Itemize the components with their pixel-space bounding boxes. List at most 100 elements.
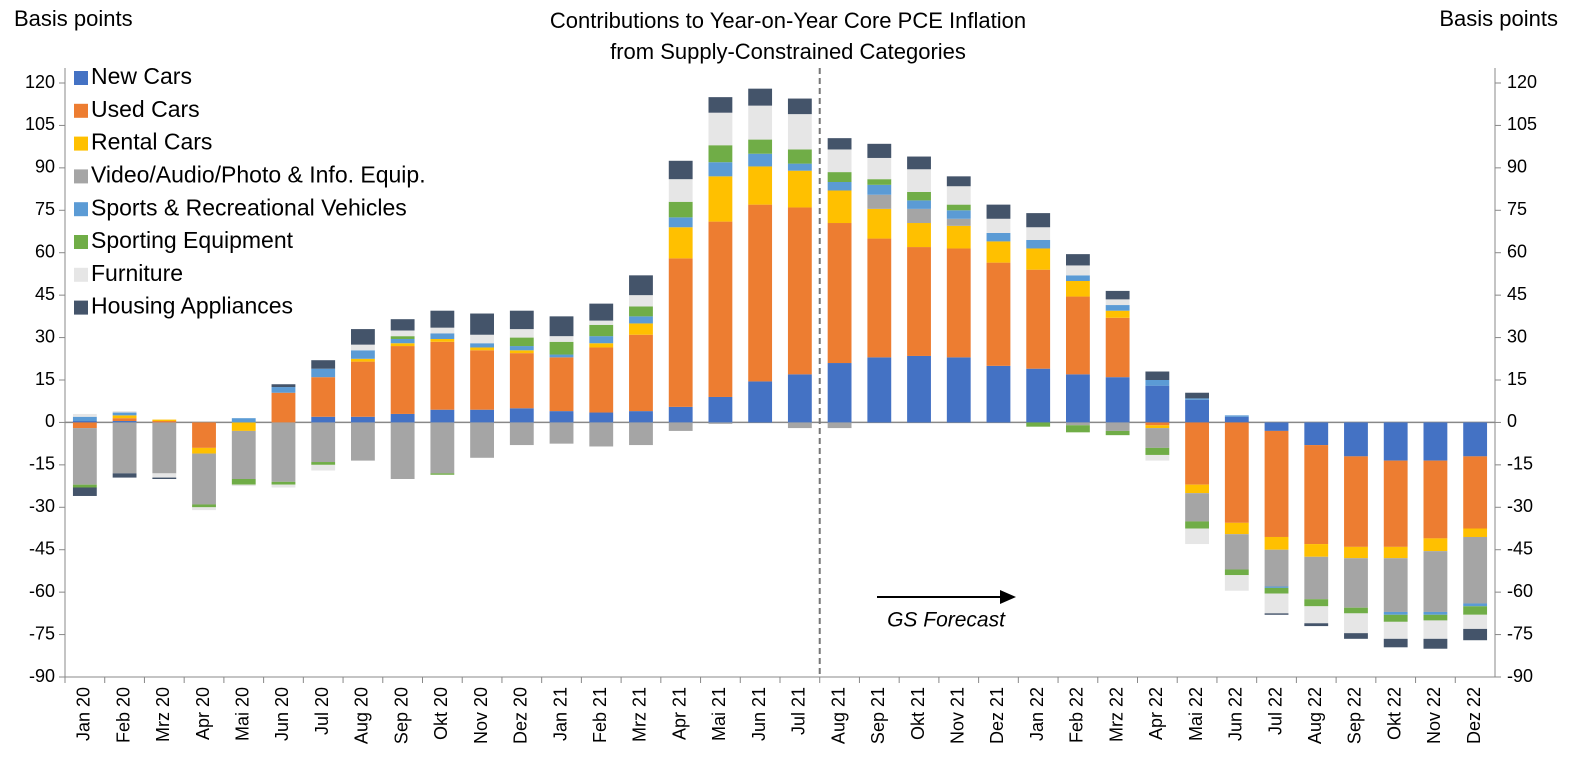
bar-segment bbox=[1304, 544, 1329, 557]
bar-segment bbox=[1026, 239, 1051, 249]
legend-swatch bbox=[74, 202, 88, 217]
bar-segment bbox=[430, 473, 455, 475]
x-tick-label: Dez 20 bbox=[511, 687, 531, 744]
bar-segment bbox=[1026, 368, 1051, 423]
bar-segment bbox=[1105, 299, 1130, 306]
y2-tick-label: 60 bbox=[1507, 241, 1527, 261]
bar-segment bbox=[827, 363, 852, 423]
bar-segment bbox=[470, 343, 494, 348]
bar-segment bbox=[72, 484, 97, 488]
bar-segment bbox=[668, 406, 693, 423]
chart-title: Contributions to Year-on-Year Core PCE I… bbox=[550, 8, 1026, 33]
x-tick-label: Jul 22 bbox=[1265, 687, 1285, 735]
x-tick-label: Mai 21 bbox=[709, 687, 729, 741]
x-tick-label: Feb 22 bbox=[1067, 687, 1087, 743]
bar-segment bbox=[1383, 611, 1408, 615]
bar-segment bbox=[787, 98, 812, 115]
y-tick-label: -15 bbox=[29, 454, 55, 474]
legend-label: Furniture bbox=[91, 260, 183, 286]
bar-segment bbox=[668, 227, 693, 259]
bar-segment bbox=[549, 341, 574, 355]
x-tick-label: Okt 20 bbox=[431, 687, 451, 740]
bar-segment bbox=[1185, 521, 1209, 529]
x-tick-label: Feb 20 bbox=[113, 687, 133, 743]
bar-segment bbox=[72, 487, 97, 496]
bar-segment bbox=[629, 323, 653, 335]
bar-segment bbox=[152, 421, 177, 423]
bar-segment bbox=[390, 336, 415, 339]
bar-segment bbox=[470, 409, 494, 423]
bar-segment bbox=[1224, 522, 1249, 535]
bar-segment bbox=[231, 418, 256, 423]
bar-segment bbox=[946, 248, 971, 358]
y-tick-label: -90 bbox=[29, 666, 55, 686]
bar-segment bbox=[629, 275, 653, 296]
bar-segment bbox=[1105, 430, 1130, 436]
bar-segment bbox=[231, 484, 256, 487]
bar-segment bbox=[470, 334, 494, 344]
forecast-arrowhead bbox=[1000, 590, 1016, 604]
legend-swatch bbox=[74, 103, 88, 118]
bar-segment bbox=[827, 190, 852, 224]
bar-segment bbox=[1383, 558, 1408, 612]
bar-segment bbox=[986, 218, 1011, 233]
bar-segment bbox=[589, 347, 614, 413]
bar-segment bbox=[1185, 399, 1209, 423]
x-tick-label: Dez 22 bbox=[1464, 687, 1484, 744]
bar-segment bbox=[1304, 422, 1329, 446]
bar-segment bbox=[787, 422, 812, 429]
bar-segment bbox=[311, 422, 336, 463]
bar-segment bbox=[509, 337, 534, 347]
bar-segment bbox=[470, 347, 494, 351]
y2-axis-label: Basis points bbox=[1439, 6, 1558, 31]
bar-segment bbox=[907, 156, 931, 170]
x-tick-label: Nov 20 bbox=[471, 687, 491, 744]
bar-segment bbox=[72, 416, 97, 422]
legend-swatch bbox=[74, 235, 88, 249]
bar-segment bbox=[589, 336, 614, 344]
bar-segment bbox=[509, 346, 534, 351]
bar-segment bbox=[629, 295, 653, 307]
bar-segment bbox=[549, 354, 574, 358]
bar-segment bbox=[112, 422, 137, 474]
bar-segment bbox=[1224, 415, 1249, 417]
bar-segment bbox=[589, 343, 614, 348]
x-tick-label: Jun 22 bbox=[1226, 687, 1246, 741]
bar-segment bbox=[1185, 493, 1209, 522]
bar-segment bbox=[946, 176, 971, 187]
bar-segment bbox=[1066, 296, 1090, 375]
annotation: GS Forecast bbox=[887, 609, 1006, 632]
x-tick-label: Sep 21 bbox=[868, 687, 888, 744]
bar-segment bbox=[1066, 281, 1090, 297]
bar-segment bbox=[907, 247, 931, 356]
bar-segment bbox=[390, 413, 415, 423]
legend-swatch bbox=[74, 136, 88, 151]
bar-segment bbox=[1105, 305, 1130, 311]
bar-segment bbox=[351, 350, 375, 359]
bar-segment bbox=[1383, 460, 1408, 547]
bar-segment bbox=[311, 377, 336, 417]
x-tick-label: Aug 20 bbox=[352, 687, 372, 744]
bar-segment bbox=[1344, 613, 1368, 634]
bar-segment bbox=[351, 422, 375, 461]
bar-segment bbox=[192, 507, 216, 511]
bar-segment bbox=[629, 334, 653, 412]
y-tick-label: 120 bbox=[25, 72, 55, 92]
legend-swatch bbox=[74, 169, 88, 184]
bar-segment bbox=[946, 186, 971, 205]
bar-segment bbox=[1066, 374, 1090, 423]
y-tick-label: -45 bbox=[29, 538, 55, 558]
x-tick-label: Mai 20 bbox=[233, 687, 253, 741]
bar-segment bbox=[748, 204, 773, 382]
bar-segment bbox=[1264, 587, 1289, 594]
bar-segment bbox=[827, 422, 852, 429]
bar-segment bbox=[351, 358, 375, 362]
bar-segment bbox=[112, 418, 137, 422]
bar-segment bbox=[351, 329, 375, 345]
bar-segment bbox=[946, 357, 971, 423]
bar-segment bbox=[589, 324, 614, 337]
bar-segment bbox=[1026, 269, 1051, 369]
x-tick-label: Apr 22 bbox=[1146, 687, 1166, 740]
x-tick-label: Jan 21 bbox=[550, 687, 570, 741]
